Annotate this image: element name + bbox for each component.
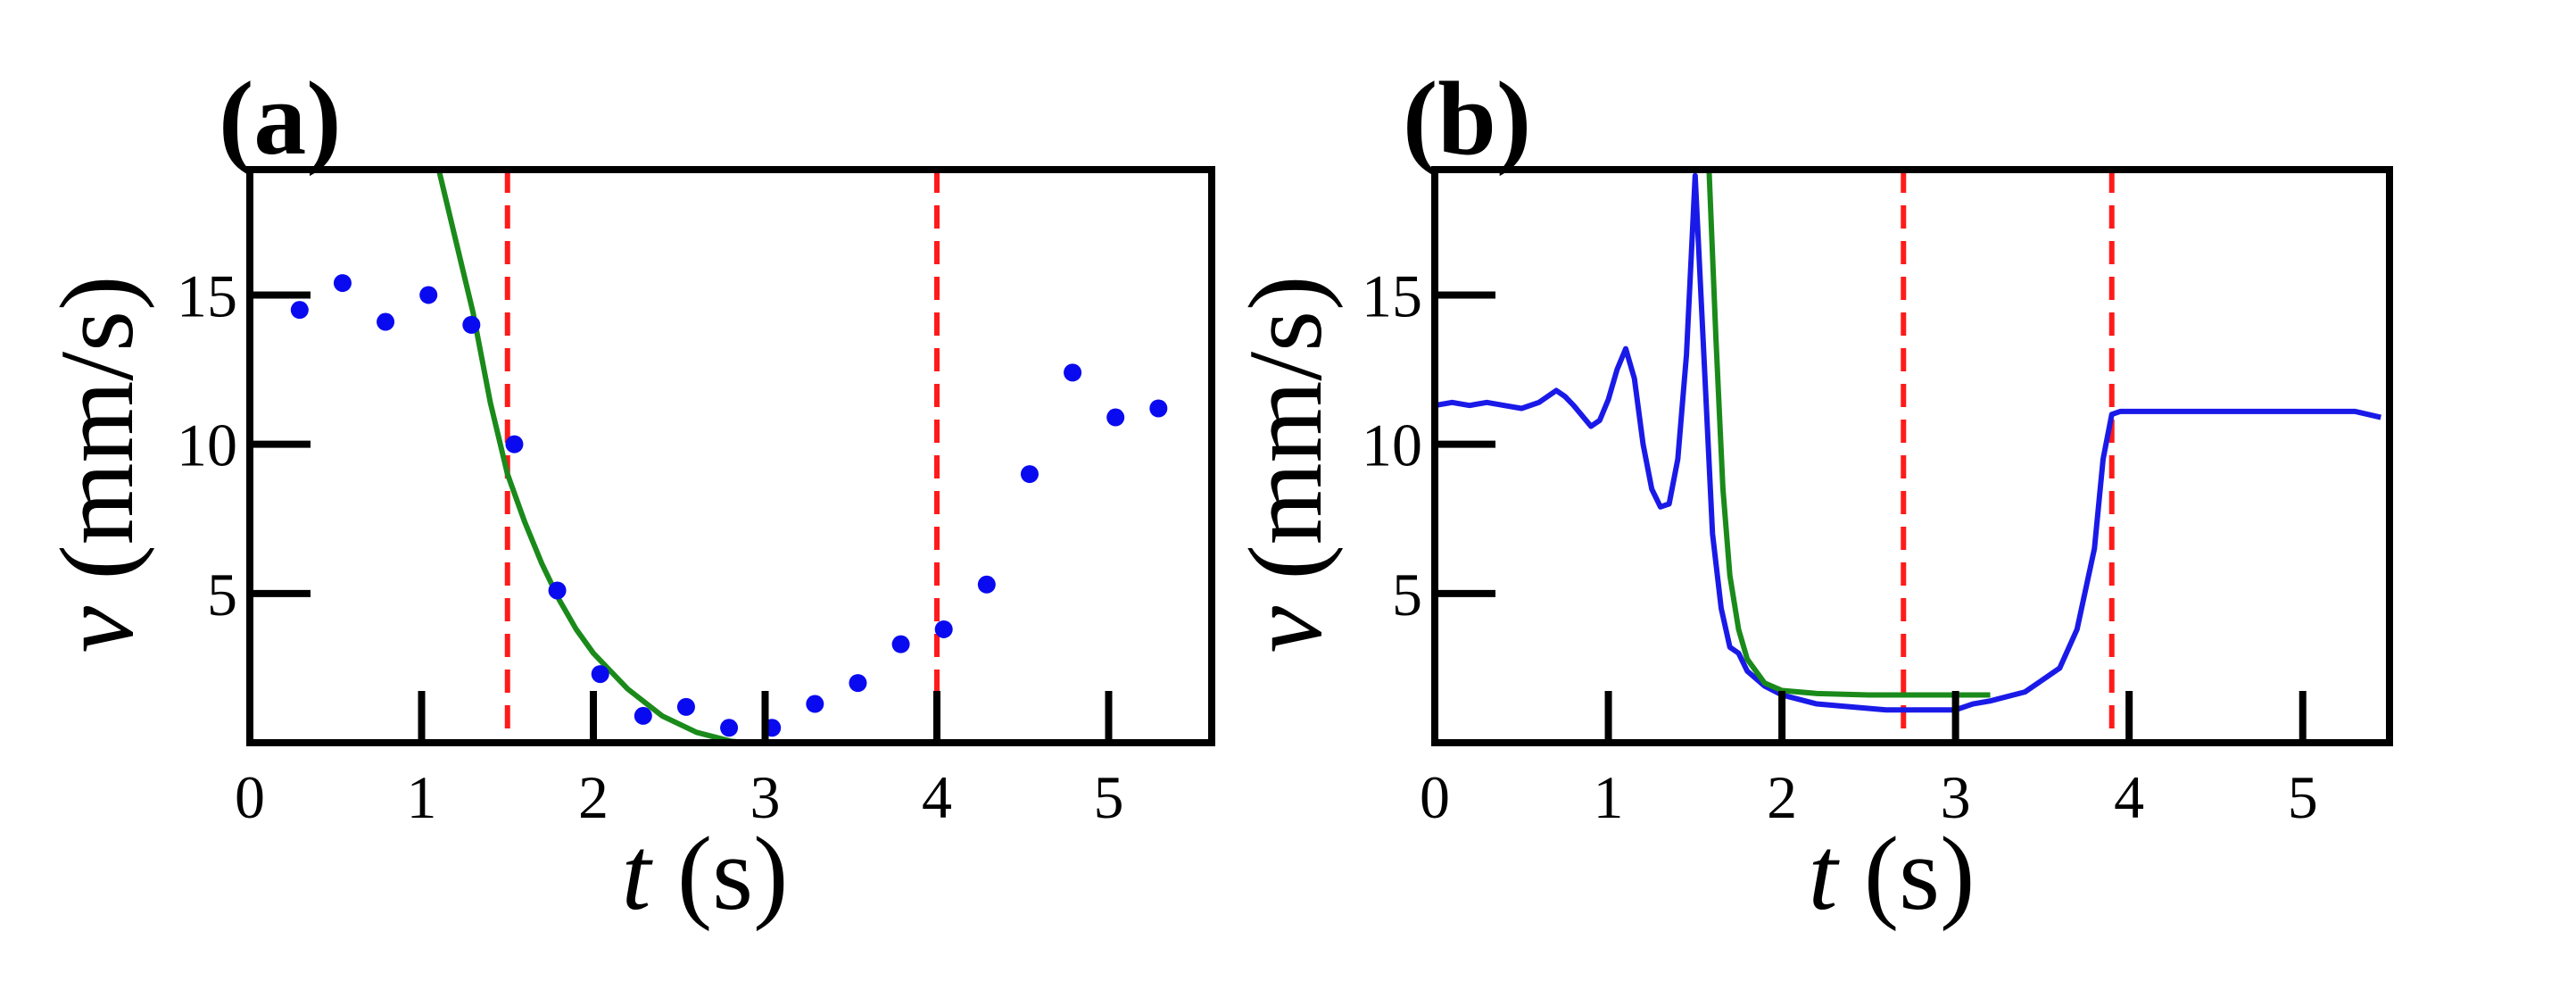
panel-b-y-tick-label: 15 — [1362, 262, 1422, 329]
panel-a-data-point — [462, 315, 481, 334]
panel-a-y-tick-label: 15 — [177, 262, 237, 329]
panel-b-x-tick-label: 1 — [1594, 763, 1624, 831]
panel-a-x-tick-label: 4 — [922, 763, 952, 831]
panel-b-x-ticks: 0 1 2 3 4 5 — [1420, 691, 2318, 831]
panel-a-data-point — [806, 695, 824, 713]
panel-b-data-line — [1435, 172, 2381, 713]
panel-a-data-point — [1064, 363, 1082, 382]
panel-a-y-axis-label: v (mm/s) — [38, 276, 155, 653]
panel-a-data-point — [634, 706, 652, 725]
panel-b-y-axis-label: v (mm/s) — [1227, 276, 1344, 653]
panel-a-fit-curve — [435, 170, 749, 743]
panel-b-x-tick-label: 5 — [2288, 763, 2318, 831]
panel-a-x-tick-label: 2 — [578, 763, 609, 831]
panel-a: (a) 5 10 15 0 1 2 3 4 5 t (s) v (mm/s) — [38, 60, 1215, 932]
panel-a-data-point — [419, 286, 438, 304]
panel-a-plot-area — [290, 170, 1168, 743]
panel-a-x-tick-label: 0 — [235, 763, 265, 831]
panel-a-data-point — [591, 665, 609, 684]
panel-a-series — [290, 170, 1168, 743]
panel-a-data-point — [934, 620, 953, 638]
panel-a-x-tick-label: 3 — [750, 763, 781, 831]
panel-a-frame — [246, 166, 1215, 746]
panel-b-y-tick-label: 5 — [1392, 561, 1422, 628]
panel-b-plot-area — [1435, 170, 2381, 743]
panel-a-data-point — [1020, 465, 1039, 484]
panel-b-fit-curve — [1706, 170, 1991, 698]
panel-a-y-tick-label: 10 — [177, 412, 237, 479]
panel-b-x-tick-label: 3 — [1941, 763, 1971, 831]
panel-a-data-point — [849, 674, 867, 693]
panel-a-data-point — [891, 635, 910, 653]
panel-a-data-point — [377, 312, 395, 331]
panel-a-data-point — [505, 435, 524, 453]
panel-a-data-point — [1149, 399, 1168, 418]
panel-b-y-ticks: 5 10 15 — [1362, 262, 1495, 628]
panel-a-x-axis-label: t (s) — [622, 815, 789, 932]
panel-a-data-point — [676, 697, 695, 716]
panel-a-data-point — [290, 301, 309, 320]
panel-a-data-point — [548, 581, 567, 600]
panel-a-y-tick-label: 5 — [207, 561, 237, 628]
panel-a-x-ticks: 0 1 2 3 4 5 — [235, 691, 1124, 831]
panel-b-y-tick-label: 10 — [1362, 412, 1422, 479]
panel-b: (b) 5 10 15 0 1 2 3 4 5 t (s) v (mm/s) — [1227, 60, 2393, 932]
panel-a-y-ticks: 5 10 15 — [177, 262, 311, 628]
panel-a-label: (a) — [219, 60, 342, 177]
panel-a-x-tick-label: 1 — [407, 763, 437, 831]
panel-a-x-tick-label: 5 — [1094, 763, 1124, 831]
panel-b-frame — [1431, 166, 2393, 746]
panel-a-data-point — [1106, 408, 1125, 427]
panel-a-data-point — [333, 274, 352, 293]
panel-b-x-tick-label: 0 — [1420, 763, 1450, 831]
panel-b-x-tick-label: 2 — [1767, 763, 1797, 831]
panel-b-x-tick-label: 4 — [2114, 763, 2144, 831]
panel-a-data-point — [977, 575, 996, 594]
panel-b-label: (b) — [1403, 60, 1531, 177]
panel-b-series — [1435, 170, 2381, 743]
panel-b-x-axis-label: t (s) — [1809, 815, 1975, 932]
panel-a-data-point — [720, 719, 739, 737]
